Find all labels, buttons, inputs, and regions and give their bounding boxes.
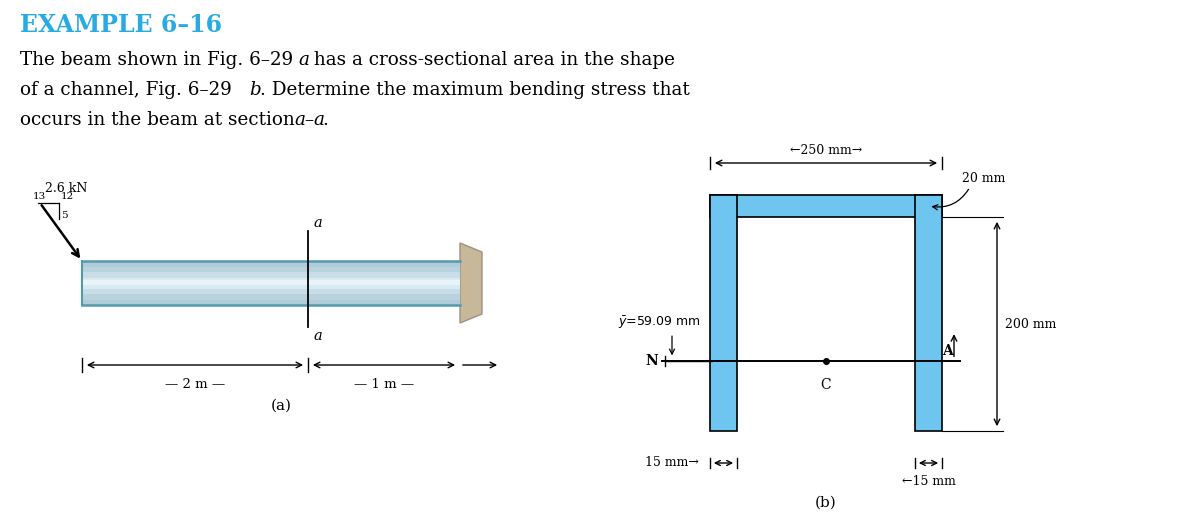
- Text: A: A: [942, 344, 953, 358]
- Text: EXAMPLE 6–16: EXAMPLE 6–16: [20, 13, 222, 37]
- Text: a: a: [313, 329, 322, 343]
- Polygon shape: [460, 243, 482, 323]
- Bar: [710, 195, 942, 217]
- Bar: [82, 300, 460, 305]
- Text: (b): (b): [815, 496, 836, 510]
- Text: — 2 m —: — 2 m —: [164, 378, 226, 391]
- Text: –: –: [305, 111, 313, 129]
- Bar: [710, 195, 737, 431]
- Text: b: b: [250, 81, 260, 99]
- Text: a: a: [313, 111, 324, 129]
- Text: a: a: [299, 51, 310, 69]
- Text: C: C: [821, 378, 832, 392]
- Text: 12: 12: [61, 192, 74, 201]
- Text: $\bar{y}$=59.09 mm: $\bar{y}$=59.09 mm: [618, 315, 701, 331]
- Text: 13: 13: [32, 192, 46, 201]
- Text: (a): (a): [270, 399, 292, 413]
- Text: 20 mm: 20 mm: [962, 172, 1006, 185]
- Text: occurs in the beam at section: occurs in the beam at section: [20, 111, 301, 129]
- Bar: [82, 272, 460, 278]
- Bar: [82, 267, 460, 272]
- Text: 200 mm: 200 mm: [1006, 317, 1056, 331]
- Text: 2.6 kN: 2.6 kN: [46, 182, 88, 195]
- Text: a: a: [313, 216, 322, 230]
- Text: The beam shown in Fig. 6–29: The beam shown in Fig. 6–29: [20, 51, 293, 69]
- Text: N: N: [646, 354, 658, 368]
- Text: has a cross-sectional area in the shape: has a cross-sectional area in the shape: [308, 51, 674, 69]
- Bar: [82, 261, 460, 267]
- Text: 15 mm→: 15 mm→: [646, 457, 698, 470]
- Bar: [916, 195, 942, 431]
- Bar: [82, 294, 460, 300]
- Text: of a channel, Fig. 6–29: of a channel, Fig. 6–29: [20, 81, 232, 99]
- Text: . Determine the maximum bending stress that: . Determine the maximum bending stress t…: [259, 81, 689, 99]
- Text: 5: 5: [61, 210, 67, 220]
- Text: ←15 mm: ←15 mm: [901, 475, 955, 488]
- Text: — 1 m —: — 1 m —: [354, 378, 414, 391]
- Text: .: .: [323, 111, 329, 129]
- Bar: [82, 280, 460, 286]
- Bar: [82, 283, 460, 289]
- Bar: [82, 289, 460, 294]
- Text: ←250 mm→: ←250 mm→: [790, 144, 862, 157]
- Text: a: a: [294, 111, 306, 129]
- Bar: [82, 278, 460, 283]
